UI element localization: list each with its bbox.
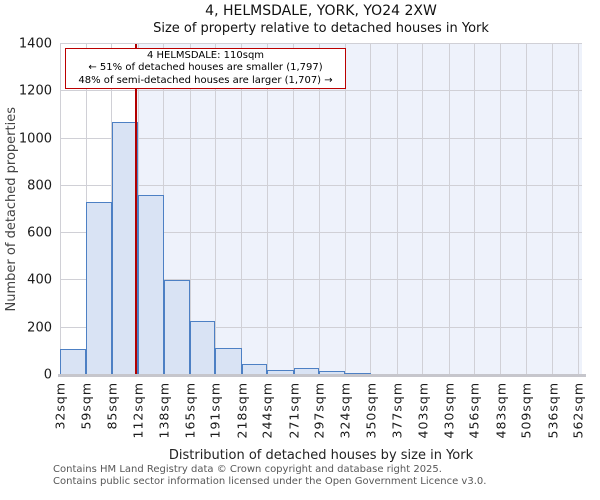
x-tick-label: 403sqm [415,382,431,439]
x-tick-label: 297sqm [311,382,327,439]
highlight-region [136,44,582,375]
x-tick-label: 138sqm [156,382,172,439]
grid-line-horizontal [60,279,582,281]
histogram-bar [60,349,87,375]
y-tick-label: 1400 [18,36,52,52]
x-axis-ticks: 32sqm 59sqm 85sqm 112sqm 138sqm 165sqm 191sqm 2… [53,379,586,451]
grid-line-vertical [344,44,346,375]
x-tick-label: 430sqm [441,382,457,439]
x-tick-label: 483sqm [493,382,509,439]
grid-line-vertical [266,44,268,375]
grid-line-vertical [293,44,295,375]
grid-line-horizontal [60,326,582,328]
annotation-line-1: 4 HELMSDALE: 110sqm [146,50,265,61]
x-tick-label: 536sqm [545,382,561,439]
annotation-line-2: ← 51% of detached houses are smaller (1,… [88,62,323,74]
grid-line-vertical [396,44,398,375]
x-tick-label: 271sqm [286,382,302,439]
x-tick-label: 562sqm [570,382,586,439]
x-tick-label: 350sqm [363,382,379,439]
x-tick-label: 59sqm [78,382,94,430]
histogram-bar [319,370,346,375]
grid-line-vertical [370,44,372,375]
footer: Contains HM Land Registry data © Crown c… [53,464,486,487]
x-tick-label: 218sqm [234,382,250,439]
grid-line-horizontal [60,90,582,92]
grid-line-vertical [318,44,320,375]
grid-line-horizontal [60,43,582,44]
y-tick-label: 600 [27,225,52,241]
y-tick-label: 800 [27,178,52,194]
histogram-bar [163,280,190,375]
x-tick-label: 377sqm [389,382,405,439]
grid-line-vertical [422,44,424,375]
histogram-bar [190,320,216,375]
chart-title: 4, HELMSDALE, YORK, YO24 2XW [205,3,437,19]
grid-line-vertical [214,44,216,375]
histogram-bar [241,363,268,375]
histogram-bar [111,122,139,375]
grid-line-vertical [189,44,191,375]
y-tick-label: 200 [27,320,52,336]
grid-line-horizontal [60,232,582,234]
grid-line-horizontal [60,137,582,139]
annotation-line-3: 48% of semi-detached houses are larger (… [78,74,333,86]
grid-line-vertical [163,44,165,375]
annotation-box: 4 HELMSDALE: 110sqm ← 51% of detached ho… [65,48,346,89]
grid-line-vertical [577,44,579,375]
x-tick-label: 32sqm [52,382,68,430]
y-tick-label: 1200 [18,83,52,99]
histogram-bar [293,368,320,375]
y-tick-label: 0 [43,367,52,383]
y-tick-label: 400 [27,272,52,288]
grid-line-vertical [448,44,450,375]
grid-line-vertical [552,44,554,375]
grid-line-vertical [500,44,502,375]
x-axis-line [58,374,586,377]
grid-line-horizontal [60,184,582,186]
x-tick-label: 85sqm [104,382,120,430]
grid-line-vertical [241,44,243,375]
histogram-bar [215,347,242,375]
chart-subtitle: Size of property relative to detached ho… [153,21,489,36]
x-tick-label: 324sqm [337,382,353,439]
x-tick-label: 191sqm [207,382,223,439]
footer-line-1: Contains HM Land Registry data © Crown c… [53,464,442,475]
histogram-bar [86,202,112,375]
x-tick-label: 112sqm [130,382,146,439]
marker-line [135,44,138,375]
x-tick-label: 165sqm [182,382,198,439]
plot-area: 4 HELMSDALE: 110sqm ← 51% of detached ho… [59,43,582,375]
x-tick-label: 456sqm [466,382,482,439]
x-tick-label: 244sqm [259,382,275,439]
footer-line-2: Contains public sector information licen… [53,475,487,487]
y-tick-label: 1000 [18,131,52,147]
histogram-bar [138,195,164,375]
grid-line-vertical [59,44,61,375]
grid-line-vertical [473,44,475,375]
histogram-bar [267,370,294,375]
y-axis-ticks: 0 200 400 600 800 1000 1200 1400 [0,37,54,383]
x-axis-label: Distribution of detached houses by size … [168,448,474,463]
x-tick-label: 509sqm [518,382,534,439]
grid-line-vertical [525,44,527,375]
